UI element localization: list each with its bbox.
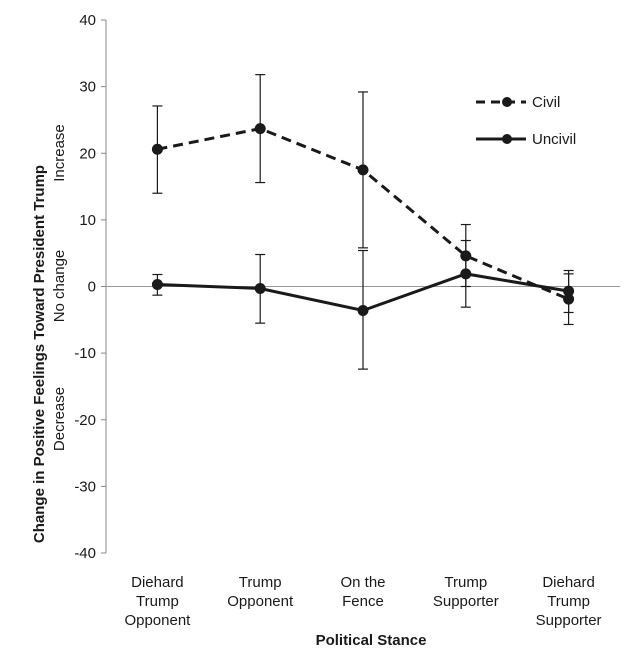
error-bars [152,74,574,370]
y-tick-label: -10 [74,345,96,362]
data-point [357,164,369,176]
x-category-label-line: Diehard [542,574,595,591]
legend-label: Uncivil [532,131,576,148]
data-point [254,282,266,294]
x-category-label-line: Supporter [536,612,602,629]
y-tick-label: 40 [79,12,96,29]
x-category-label-line: Opponent [124,612,191,629]
y-tick-label: 20 [79,145,96,162]
y-tick-labels: 40 30 20 10 0 -10 -20 -30 -40 [74,12,96,562]
y-tick-label: 10 [79,212,96,229]
x-axis-title: Political Stance [316,632,427,649]
y-annotation-decrease: Decrease [51,387,68,451]
y-tick-label: 0 [88,279,96,296]
data-points [151,123,575,316]
x-category-labels: Diehard Trump Opponent Trump Opponent On the F… [124,574,601,629]
data-point [357,304,369,316]
data-point [151,143,163,155]
x-category-label-line: Trump [547,593,590,610]
data-point [563,293,575,305]
x-category-label-line: Trump [239,574,282,591]
y-tick-label: -40 [74,545,96,562]
data-point [563,285,575,297]
x-category-label: On the Fence [340,574,385,610]
x-category-label-line: Opponent [227,593,294,610]
x-category-label-line: Fence [342,593,384,610]
x-category-label: Trump Opponent [227,574,294,610]
data-point [460,250,472,262]
x-category-label: Diehard Trump Supporter [536,574,602,629]
x-category-label-line: Trump [444,574,487,591]
legend-marker [502,134,512,144]
x-category-label-line: Trump [136,593,179,610]
x-category-label-line: Supporter [433,593,499,610]
legend-marker [502,97,512,107]
y-tick-label: -30 [74,478,96,495]
legend: Civil Uncivil [476,94,576,148]
y-axis-title: Change in Positive Feelings Toward Presi… [31,165,48,543]
x-category-label: Diehard Trump Opponent [124,574,191,629]
y-annotation-no-change: No change [51,250,68,323]
x-category-label-line: Diehard [131,574,184,591]
y-tick-label: -20 [74,412,96,429]
x-category-label: Trump Supporter [433,574,499,610]
y-tick-label: 30 [79,79,96,96]
x-category-label-line: On the [340,574,385,591]
legend-label: Civil [532,94,560,111]
y-annotation-increase: Increase [51,124,68,182]
data-point [460,268,472,280]
data-point [151,279,163,291]
data-point [254,123,266,135]
